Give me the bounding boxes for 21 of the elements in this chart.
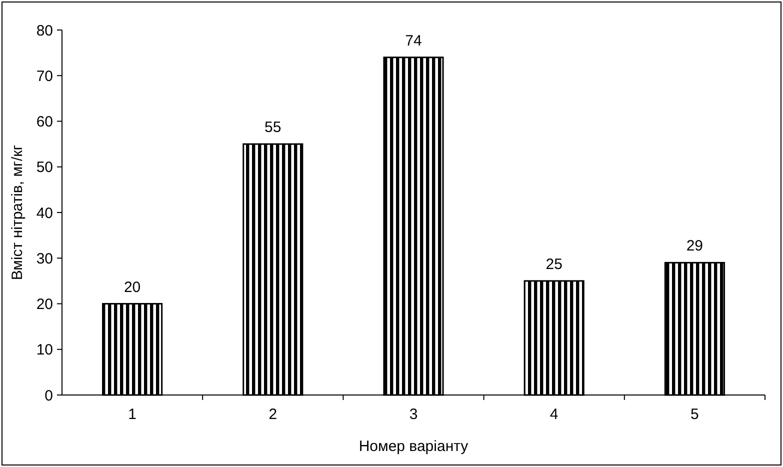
y-tick-label: 0 xyxy=(44,387,53,404)
x-tick-label: 2 xyxy=(268,406,278,423)
y-tick-label: 10 xyxy=(36,342,53,359)
data-label: 74 xyxy=(405,32,422,50)
y-axis-title: Вміст нітратів, мг/кг xyxy=(9,144,26,280)
x-tick-label: 5 xyxy=(690,406,699,423)
x-axis-title: Номер варіанту xyxy=(358,438,469,455)
data-label: 55 xyxy=(264,119,282,136)
data-label: 25 xyxy=(546,256,562,273)
y-tick-label: 60 xyxy=(36,114,53,130)
x-tick-label: 3 xyxy=(409,406,418,423)
data-label: 29 xyxy=(686,238,704,255)
x-tick-label: 4 xyxy=(550,406,558,423)
x-tick-label: 1 xyxy=(128,406,136,423)
y-tick-label: 30 xyxy=(36,250,53,268)
data-label: 20 xyxy=(124,278,141,296)
y-tick-label: 80 xyxy=(36,22,53,40)
y-tick-label: 20 xyxy=(36,296,53,313)
y-tick-label: 40 xyxy=(36,204,53,222)
y-tick-label: 70 xyxy=(36,68,53,85)
y-tick-label: 50 xyxy=(36,159,53,176)
